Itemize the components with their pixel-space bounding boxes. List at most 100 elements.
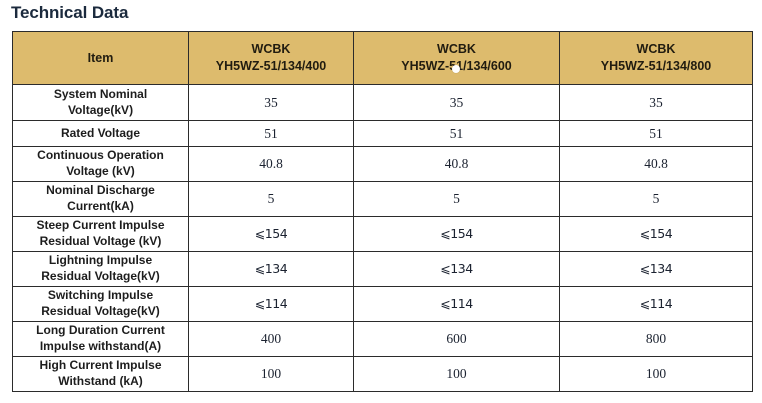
row-value-cell: 35 — [188, 84, 354, 121]
table-body: System Nominal Voltage(kV) 35 35 35 Rated Vol… — [12, 84, 753, 392]
column-header-model-600-line2: YH5WZ-51/134/600 — [401, 59, 512, 73]
row-value-cell: 600 — [353, 321, 560, 357]
column-header-model-800-line2: YH5WZ-51/134/800 — [600, 59, 712, 73]
row-value-cell: ⩽154 — [353, 216, 560, 252]
row-item-label-line1: Long Duration Current — [36, 323, 165, 338]
cell-value: 51 — [449, 125, 464, 141]
cell-value: 35 — [649, 94, 663, 110]
row-item-label: Lightning Impulse Residual Voltage(kV) — [12, 251, 189, 287]
row-value-cell: 100 — [559, 356, 753, 392]
row-value-cell: ⩽134 — [188, 251, 354, 287]
cell-value: 35 — [264, 94, 278, 110]
cell-value: 5 — [652, 191, 660, 206]
row-item-label-line2: Residual Voltage(kV) — [41, 269, 160, 283]
row-item-label-line1: Steep Current Impulse — [36, 218, 165, 233]
column-header-item-line1: Item — [87, 50, 114, 65]
table-row: High Current Impulse Withstand (kA) 100 100… — [12, 356, 753, 392]
cell-value: ⩽114 — [254, 296, 288, 311]
row-value-cell: 40.8 — [188, 146, 354, 182]
cell-value: ⩽134 — [440, 261, 473, 276]
cell-value: ⩽154 — [639, 226, 673, 241]
column-header-model-800-line1: WCBK — [636, 42, 676, 57]
row-item-label: Nominal Discharge Current(kA) — [12, 181, 189, 217]
row-item-label-line2: Withstand (kA) — [58, 374, 143, 388]
cell-value: 5 — [453, 191, 460, 206]
cell-value: 5 — [267, 191, 275, 206]
row-item-label-line1: Rated Voltage — [60, 125, 141, 140]
table-row: Nominal Discharge Current(kA) 5 5 5 — [12, 181, 753, 217]
row-item-label-line1: Switching Impulse — [47, 288, 154, 303]
cell-value: 40.8 — [644, 156, 668, 171]
row-value-cell: 5 — [353, 181, 560, 217]
table-row: Steep Current Impulse Residual Voltage (k… — [12, 216, 753, 252]
row-item-label-line2: Voltage (kV) — [66, 164, 135, 178]
row-value-cell: 35 — [353, 84, 560, 121]
cell-value: 800 — [645, 331, 667, 346]
cell-value: 600 — [446, 331, 467, 346]
row-value-cell: 51 — [188, 120, 354, 147]
row-value-cell: ⩽114 — [188, 286, 354, 322]
row-item-label-line1: Continuous Operation — [37, 148, 164, 163]
row-value-cell: 5 — [559, 181, 753, 217]
column-header-model-400-line2: YH5WZ-51/134/400 — [215, 59, 327, 73]
cell-value: ⩽154 — [254, 226, 288, 241]
row-value-cell: 51 — [559, 120, 753, 147]
technical-data-table: Item WCBK YH5WZ-51/134/400 WCBK YH5WZ-51… — [12, 31, 753, 392]
row-value-cell: ⩽154 — [559, 216, 753, 252]
cell-value: 40.8 — [444, 156, 469, 171]
table-header-row: Item WCBK YH5WZ-51/134/400 WCBK YH5WZ-51… — [12, 31, 753, 85]
row-value-cell: 51 — [353, 120, 560, 147]
row-value-cell: 400 — [188, 321, 354, 357]
column-header-model-400-line1: WCBK — [251, 42, 291, 57]
row-value-cell: ⩽154 — [188, 216, 354, 252]
cell-value: 35 — [449, 94, 464, 110]
cell-value: 51 — [649, 125, 663, 141]
row-item-label: Continuous Operation Voltage (kV) — [12, 146, 189, 182]
row-value-cell: ⩽114 — [353, 286, 560, 322]
table-header: Item WCBK YH5WZ-51/134/400 WCBK YH5WZ-51… — [12, 31, 753, 85]
column-header-model-400: WCBK YH5WZ-51/134/400 — [188, 31, 354, 85]
row-value-cell: 40.8 — [559, 146, 753, 182]
cell-value: 100 — [446, 366, 467, 381]
row-item-label-line1: System Nominal — [53, 86, 148, 101]
row-value-cell: ⩽134 — [353, 251, 560, 287]
row-item-label-line2: Impulse withstand(A) — [39, 339, 162, 353]
row-value-cell: 40.8 — [353, 146, 560, 182]
row-value-cell: 100 — [188, 356, 354, 392]
column-header-model-600: WCBK YH5WZ-51/134/600 — [353, 31, 560, 85]
cell-value: 100 — [260, 366, 282, 381]
row-value-cell: 35 — [559, 84, 753, 121]
row-value-cell: ⩽114 — [559, 286, 753, 322]
table-row: Long Duration Current Impulse withstand(A… — [12, 321, 753, 357]
cell-value: 40.8 — [259, 156, 283, 171]
cell-value: ⩽114 — [440, 296, 473, 311]
cell-value: 51 — [264, 125, 278, 141]
table-row: Switching Impulse Residual Voltage(kV) ⩽11… — [12, 286, 753, 322]
row-item-label: Rated Voltage — [12, 120, 189, 147]
row-item-label-line1: Nominal Discharge — [46, 183, 155, 198]
row-value-cell: 5 — [188, 181, 354, 217]
cell-value: 400 — [260, 331, 282, 346]
page-title: Technical Data — [11, 3, 129, 22]
row-item-label: Steep Current Impulse Residual Voltage (k… — [12, 216, 189, 252]
row-item-label-line2: Residual Voltage(kV) — [41, 304, 160, 318]
cell-value: ⩽134 — [639, 261, 673, 276]
cell-value: ⩽134 — [254, 261, 288, 276]
row-item-label: System Nominal Voltage(kV) — [12, 84, 189, 121]
row-item-label: Long Duration Current Impulse withstand(A… — [12, 321, 189, 357]
table-row: Continuous Operation Voltage (kV) 40.8 40.8… — [12, 146, 753, 182]
column-header-model-600-line1: WCBK — [437, 42, 476, 57]
cell-value: ⩽114 — [639, 296, 673, 311]
row-value-cell: 800 — [559, 321, 753, 357]
column-header-item: Item — [12, 31, 189, 85]
row-item-label-line1: High Current Impulse — [39, 358, 162, 373]
row-item-label-line2: Current(kA) — [67, 199, 134, 213]
table-row: System Nominal Voltage(kV) 35 35 35 — [12, 84, 753, 121]
row-value-cell: ⩽134 — [559, 251, 753, 287]
cell-value: ⩽154 — [440, 226, 473, 241]
row-item-label: High Current Impulse Withstand (kA) — [12, 356, 189, 392]
row-value-cell: 100 — [353, 356, 560, 392]
column-header-model-800: WCBK YH5WZ-51/134/800 — [559, 31, 753, 85]
row-item-label: Switching Impulse Residual Voltage(kV) — [12, 286, 189, 322]
cell-value: 100 — [645, 366, 667, 381]
